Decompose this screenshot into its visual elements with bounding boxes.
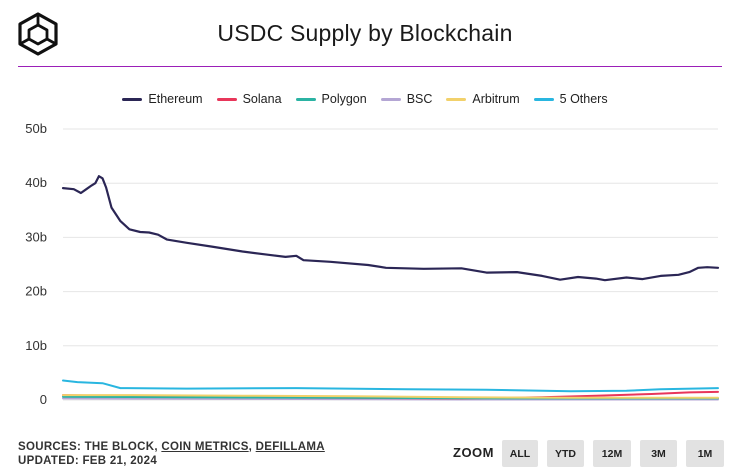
y-tick-label: 10b bbox=[25, 338, 47, 353]
updated-date: UPDATED: FEB 21, 2024 bbox=[18, 455, 158, 467]
zoom-ytd-button[interactable]: YTD bbox=[547, 440, 584, 467]
y-tick-label: 40b bbox=[25, 175, 47, 190]
page-title: USDC Supply by Blockchain bbox=[217, 20, 513, 46]
legend-item-bsc[interactable]: BSC bbox=[380, 92, 433, 106]
y-tick-label: 0 bbox=[40, 392, 47, 407]
sources-prefix: SOURCES: THE BLOCK, bbox=[18, 441, 162, 453]
zoom-3m-button[interactable]: 3M bbox=[640, 440, 677, 467]
source-link-defillama[interactable]: DEFILLAMA bbox=[255, 441, 325, 453]
sources-separator: , bbox=[248, 441, 256, 453]
zoom-label: ZOOM bbox=[453, 445, 494, 460]
legend-label: 5 Others bbox=[559, 92, 608, 106]
header: USDC Supply by Blockchain bbox=[0, 0, 730, 68]
the-block-logo-icon[interactable] bbox=[16, 12, 60, 56]
legend-item-5-others[interactable]: 5 Others bbox=[533, 92, 608, 106]
y-tick-label: 20b bbox=[25, 284, 47, 299]
title-divider bbox=[18, 66, 722, 67]
series-line-bsc bbox=[62, 397, 719, 401]
legend-label: Ethereum bbox=[148, 92, 203, 106]
usdc-supply-line-chart: 010b20b30b40b50bApr '23Jul '23Oct '23Jan… bbox=[25, 121, 720, 407]
legend-swatch bbox=[533, 97, 554, 101]
chart-legend: Ethereum Solana Polygon BSC Arbitrum 5 Others bbox=[0, 92, 730, 106]
legend-item-ethereum[interactable]: Ethereum bbox=[122, 92, 203, 106]
sources-note: SOURCES: THE BLOCK, COIN METRICS, DEFILL… bbox=[18, 440, 325, 468]
series-line-ethereum bbox=[61, 175, 720, 282]
zoom-1m-button[interactable]: 1M bbox=[686, 440, 724, 467]
legend-label: Polygon bbox=[321, 92, 367, 106]
series-line-arbitrum bbox=[62, 394, 719, 399]
series-line-5-others bbox=[62, 379, 719, 393]
zoom-buttons: ALL YTD 12M 3M 1M bbox=[502, 440, 724, 467]
legend-swatch bbox=[122, 97, 143, 101]
legend-item-polygon[interactable]: Polygon bbox=[295, 92, 367, 106]
legend-swatch bbox=[295, 97, 316, 101]
legend-swatch bbox=[216, 97, 237, 101]
legend-label: BSC bbox=[406, 92, 433, 106]
y-tick-label: 30b bbox=[25, 229, 47, 244]
legend-item-arbitrum[interactable]: Arbitrum bbox=[446, 92, 520, 106]
legend-swatch bbox=[380, 97, 401, 101]
source-link-coin-metrics[interactable]: COIN METRICS bbox=[161, 441, 249, 453]
zoom-12m-button[interactable]: 12M bbox=[593, 440, 631, 467]
legend-swatch bbox=[446, 97, 467, 101]
legend-item-solana[interactable]: Solana bbox=[216, 92, 282, 106]
zoom-all-button[interactable]: ALL bbox=[502, 440, 538, 467]
y-tick-label: 50b bbox=[25, 121, 47, 136]
legend-label: Arbitrum bbox=[472, 92, 520, 106]
legend-label: Solana bbox=[242, 92, 282, 106]
